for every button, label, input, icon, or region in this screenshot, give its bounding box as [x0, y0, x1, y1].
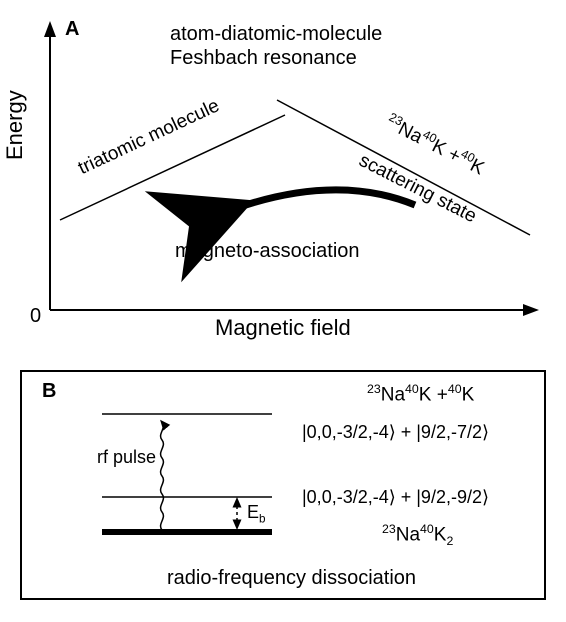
- eb-b: b: [259, 513, 266, 526]
- panel-b-bot-species: 23Na40K2: [382, 522, 453, 548]
- state-1: |0,0,-3/2,-4⟩ + |9/2,-7/2⟩: [302, 422, 489, 443]
- panel-a-letter: A: [65, 18, 79, 41]
- state-2: |0,0,-3/2,-4⟩ + |9/2,-9/2⟩: [302, 487, 489, 508]
- rf-label: rf pulse: [97, 447, 156, 468]
- eb-label: Eb: [247, 502, 266, 526]
- panel-a-title2: Feshbach resonance: [170, 47, 357, 70]
- arrow-label: magneto-association: [175, 240, 360, 263]
- panel-b-caption: radio-frequency dissociation: [167, 567, 416, 590]
- panel-b: B rf pulse Eb 23Na40K +40K |0,0,-3/2,-4⟩…: [20, 370, 546, 600]
- eb-e: E: [247, 502, 259, 522]
- magneto-association-arrow: [215, 190, 415, 216]
- rf-wavy-arrow: [161, 422, 164, 530]
- figure-root: A atom-diatomic-molecule Feshbach resona…: [0, 0, 566, 622]
- origin-label: 0: [30, 305, 41, 328]
- panel-b-top-species: 23Na40K +40K: [367, 382, 474, 406]
- y-axis-label: Energy: [2, 90, 28, 160]
- panel-a: A atom-diatomic-molecule Feshbach resona…: [20, 10, 546, 350]
- x-axis-label: Magnetic field: [215, 315, 351, 341]
- panel-a-title1: atom-diatomic-molecule: [170, 23, 382, 46]
- panel-b-letter: B: [42, 380, 56, 403]
